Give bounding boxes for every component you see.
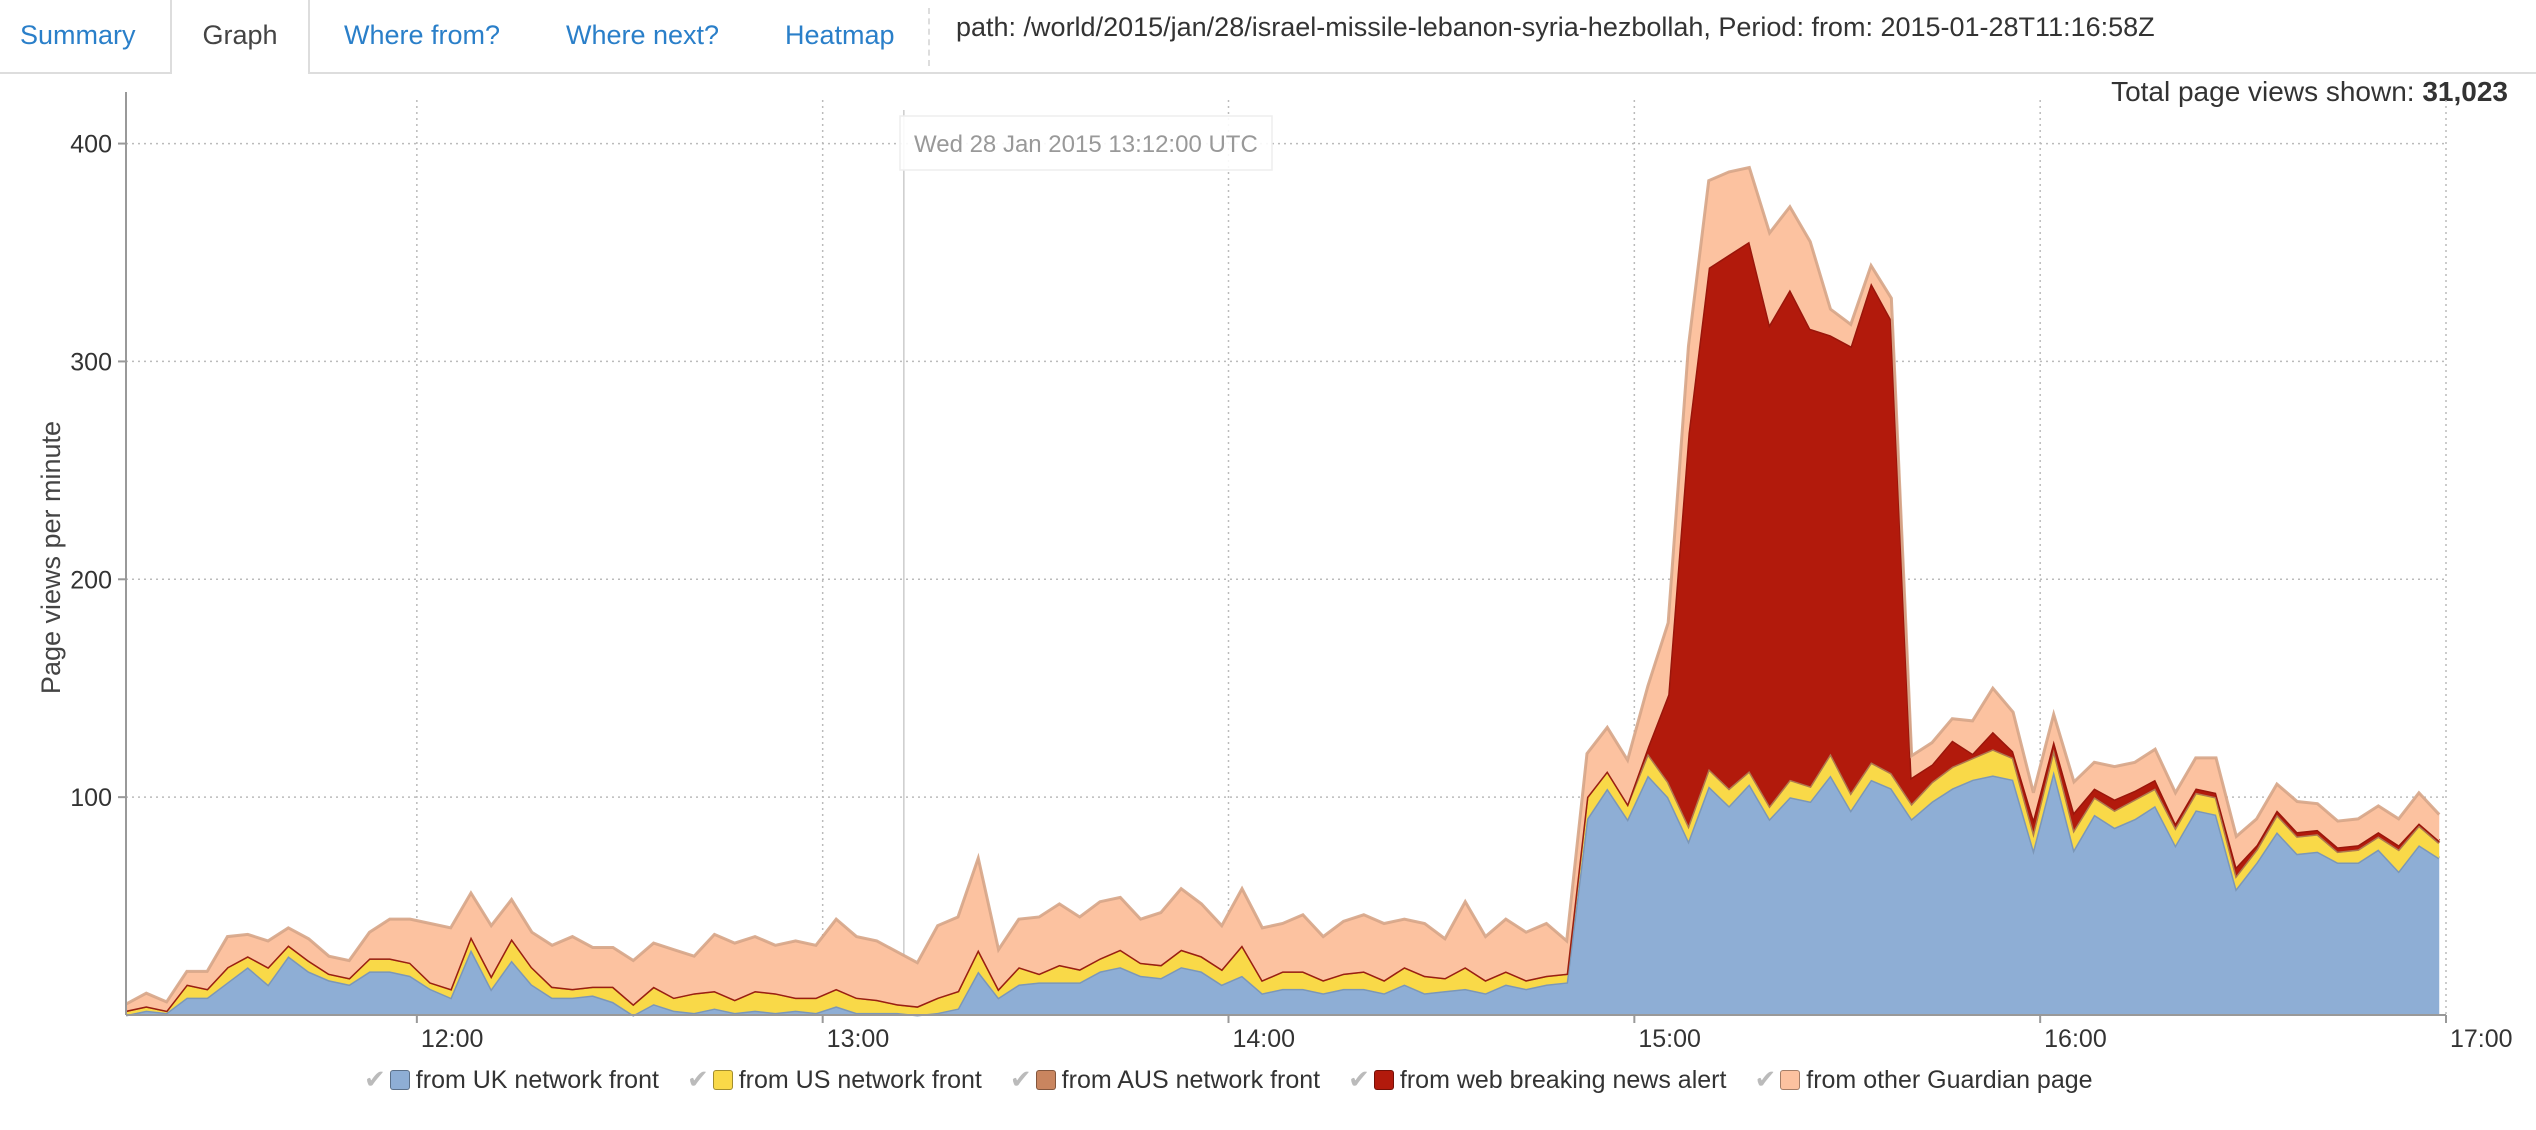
tab-where-from[interactable]: Where from?	[344, 20, 501, 50]
tab-where-next[interactable]: Where next?	[566, 20, 720, 50]
check-icon[interactable]: ✔	[1009, 1064, 1032, 1094]
stacked-area-chart[interactable]: 100 200 300 400 12:00 13:00 14:00 15:00 16:00 17:…	[0, 80, 2536, 1060]
legend-swatch	[389, 1070, 410, 1090]
y-tick-label: 100	[70, 784, 112, 812]
check-icon[interactable]: ✔	[1348, 1064, 1370, 1094]
check-icon[interactable]: ✔	[1754, 1064, 1777, 1094]
x-tick-label: 15:00	[1638, 1025, 1701, 1053]
chart-legend: ✔ from UK network front ✔ from US network f…	[364, 1064, 2121, 1100]
legend-label: from AUS network front	[1061, 1066, 1321, 1094]
hover-tooltip	[899, 115, 1273, 171]
total-value: 31,023	[2422, 76, 2508, 107]
total-label: Total page views shown:	[2111, 76, 2415, 107]
legend-label: from other Guardian page	[1806, 1066, 2093, 1094]
total-page-views: Total page views shown: 31,023	[2111, 76, 2508, 108]
series-area-from-web-breaking-news-alert[interactable]	[126, 241, 2440, 1011]
x-tick-label: 14:00	[1233, 1025, 1296, 1053]
legend-swatch	[1035, 1070, 1056, 1090]
legend-item-from-uk-network-front[interactable]: ✔ from UK network front	[364, 1064, 659, 1095]
legend-item-from-us-network-front[interactable]: ✔ from US network front	[687, 1064, 982, 1095]
tab-summary[interactable]: Summary	[20, 20, 136, 50]
series-line-from-other-guardian-page	[125, 165, 2441, 1006]
legend-item-from-web-breaking-news-alert[interactable]: ✔ from web breaking news alert	[1348, 1064, 1726, 1095]
y-axis-title: Page views per minute	[36, 421, 66, 694]
legend-label: from US network front	[738, 1066, 982, 1094]
tab-bar: Summary Graph Where from? Where next? He…	[0, 0, 2536, 74]
check-icon[interactable]: ✔	[364, 1064, 386, 1094]
legend-swatch	[712, 1070, 733, 1090]
legend-item-from-aus-network-front[interactable]: ✔ from AUS network front	[1010, 1064, 1320, 1095]
y-tick-label: 400	[70, 131, 112, 159]
x-tick-label: 16:00	[2044, 1025, 2107, 1053]
check-icon[interactable]: ✔	[686, 1064, 709, 1094]
legend-swatch	[1780, 1070, 1801, 1090]
x-tick-label: 17:00	[2450, 1025, 2513, 1053]
legend-label: from UK network front	[415, 1066, 659, 1094]
legend-label: from web breaking news alert	[1399, 1066, 1727, 1094]
legend-item-from-other-guardian-page[interactable]: ✔ from other Guardian page	[1754, 1064, 2092, 1095]
y-tick-label: 300	[70, 348, 112, 376]
tab-heatmap[interactable]: Heatmap	[785, 20, 895, 50]
series-area-from-uk-network-front[interactable]	[126, 771, 2440, 1015]
tab-divider	[928, 8, 930, 66]
x-tick-label: 12:00	[421, 1025, 484, 1053]
y-tick-label: 200	[70, 566, 112, 594]
x-tick-label: 13:00	[827, 1025, 890, 1053]
legend-swatch	[1373, 1070, 1394, 1090]
tab-graph[interactable]: Graph	[170, 0, 310, 74]
path-period-info: path: /world/2015/jan/28/israel-missile-…	[956, 12, 2155, 42]
hover-tooltip-text: Wed 28 Jan 2015 13:12:00 UTC	[914, 131, 1258, 158]
